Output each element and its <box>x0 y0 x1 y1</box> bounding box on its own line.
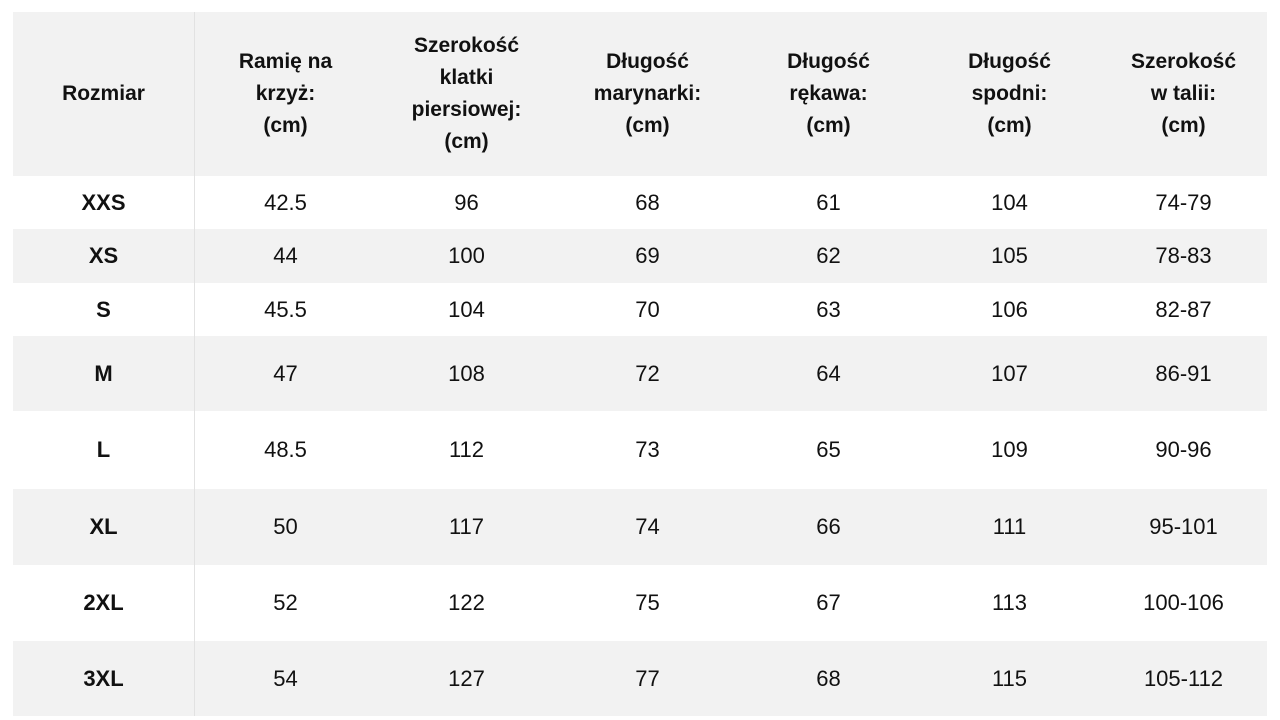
header-cell: Ramię na krzyż: (cm) <box>195 12 376 176</box>
value-cell: 78-83 <box>1155 243 1212 268</box>
size-cell: M <box>13 336 195 411</box>
value-cell: 109 <box>991 437 1028 462</box>
header-cell: Szerokość klatki piersiowej: (cm) <box>376 12 557 176</box>
size-table: Rozmiar Ramię na krzyż: (cm) Szerokość klatki… <box>13 12 1267 716</box>
value-cell: 122 <box>448 590 485 615</box>
value-cell: 105 <box>991 243 1028 268</box>
value-cell: 67 <box>816 590 841 615</box>
value-cell: 111 <box>992 514 1027 539</box>
value-cell: 113 <box>991 590 1028 615</box>
header-cell: Szerokość w talii: (cm) <box>1100 12 1267 176</box>
header-text: (cm) <box>263 114 308 137</box>
header-text: Ramię na <box>238 50 333 73</box>
value-cell: 74 <box>635 514 660 539</box>
header-text: Długość <box>787 50 870 73</box>
header-text: (cm) <box>1161 114 1206 137</box>
header-text: Szerokość <box>1130 50 1237 73</box>
value-cell: 72 <box>635 360 660 386</box>
value-cell: 96 <box>454 189 479 215</box>
table-row: L 48.5 112 73 65 109 90-96 <box>13 411 1267 489</box>
header-text: (cm) <box>806 114 851 137</box>
value-cell: 44 <box>273 243 298 268</box>
value-cell: 106 <box>991 296 1028 322</box>
header-text: spodni: <box>971 82 1048 105</box>
value-cell: 63 <box>816 296 841 322</box>
value-cell: 104 <box>448 296 485 322</box>
value-cell: 95-101 <box>1149 514 1218 539</box>
header-text: (cm) <box>625 114 670 137</box>
header-text: Szerokość <box>413 34 520 57</box>
header-row: Rozmiar Ramię na krzyż: (cm) Szerokość klatki… <box>13 12 1267 176</box>
table-row: 3XL 54 127 77 68 115 105-112 <box>13 641 1267 716</box>
header-text: Rozmiar <box>62 82 145 105</box>
value-cell: 100-106 <box>1143 590 1224 615</box>
header-cell: Długość marynarki: (cm) <box>557 12 738 176</box>
size-cell: 3XL <box>13 641 195 716</box>
value-cell: 66 <box>816 514 841 539</box>
header-text: piersiowej: <box>411 98 522 121</box>
value-cell: 100 <box>448 243 485 268</box>
value-cell: 105-112 <box>1143 665 1224 691</box>
value-cell: 65 <box>816 437 841 462</box>
header-text: w talii: <box>1150 82 1217 105</box>
value-cell: 70 <box>635 296 660 322</box>
table-row: 2XL 52 122 75 67 113 100-106 <box>13 565 1267 641</box>
header-cell: Długość spodni: (cm) <box>919 12 1100 176</box>
value-cell: 64 <box>816 360 841 386</box>
value-cell: 74-79 <box>1155 189 1212 215</box>
header-text: marynarki: <box>593 82 702 105</box>
value-cell: 45.5 <box>264 296 307 322</box>
table-row: M 47 108 72 64 107 86-91 <box>13 336 1267 411</box>
header-text: rękawa: <box>789 82 868 105</box>
value-cell: 107 <box>991 360 1028 386</box>
value-cell: 112 <box>448 437 485 462</box>
value-cell: 117 <box>448 514 485 539</box>
size-cell: L <box>13 411 195 489</box>
value-cell: 42.5 <box>264 189 307 215</box>
value-cell: 108 <box>448 360 485 386</box>
size-cell: XL <box>13 489 195 565</box>
value-cell: 115 <box>991 665 1028 691</box>
header-text: (cm) <box>444 130 489 153</box>
header-text: (cm) <box>987 114 1032 137</box>
value-cell: 104 <box>991 189 1028 215</box>
value-cell: 75 <box>635 590 660 615</box>
header-cell: Długość rękawa: (cm) <box>738 12 919 176</box>
value-cell: 82-87 <box>1155 296 1212 322</box>
table-row: S 45.5 104 70 63 106 82-87 <box>13 283 1267 336</box>
header-text: Długość <box>968 50 1051 73</box>
header-cell: Rozmiar <box>13 12 195 176</box>
value-cell: 68 <box>816 665 841 691</box>
value-cell: 73 <box>635 437 660 462</box>
value-cell: 77 <box>635 665 660 691</box>
value-cell: 68 <box>635 189 660 215</box>
table-row: XS 44 100 69 62 105 78-83 <box>13 229 1267 283</box>
size-cell: 2XL <box>13 565 195 641</box>
size-cell: XXS <box>13 176 195 229</box>
header-text: krzyż: <box>255 82 316 105</box>
value-cell: 90-96 <box>1155 437 1212 462</box>
value-cell: 61 <box>816 189 841 215</box>
table-row: XL 50 117 74 66 111 95-101 <box>13 489 1267 565</box>
header-text: klatki <box>439 66 494 89</box>
table-row: XXS 42.5 96 68 61 104 74-79 <box>13 176 1267 229</box>
value-cell: 52 <box>273 590 298 615</box>
value-cell: 54 <box>273 665 298 691</box>
header-text: Długość <box>606 50 689 73</box>
value-cell: 62 <box>816 243 841 268</box>
value-cell: 86-91 <box>1155 360 1212 386</box>
value-cell: 50 <box>273 514 298 539</box>
size-cell: S <box>13 283 195 336</box>
value-cell: 47 <box>273 360 298 386</box>
value-cell: 69 <box>635 243 660 268</box>
value-cell: 127 <box>448 665 485 691</box>
size-cell: XS <box>13 229 195 283</box>
value-cell: 48.5 <box>264 437 307 462</box>
